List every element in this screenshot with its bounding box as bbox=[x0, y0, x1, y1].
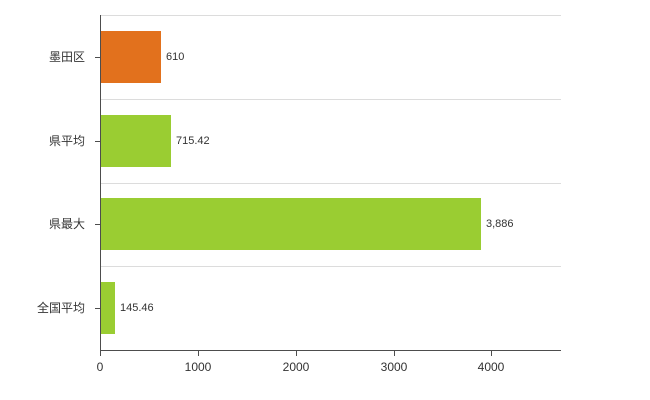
value-label: 145.46 bbox=[120, 302, 154, 314]
gridline bbox=[101, 99, 561, 100]
x-axis-tick bbox=[491, 351, 492, 356]
y-axis-tick bbox=[95, 308, 100, 309]
x-tick-label: 3000 bbox=[380, 360, 408, 374]
bar-3 bbox=[101, 282, 115, 334]
category-label: 県平均 bbox=[48, 134, 85, 148]
plot-area: 610 715.42 3,886 145.46 bbox=[95, 15, 561, 351]
x-axis-tick bbox=[198, 351, 199, 356]
y-axis-tick bbox=[95, 224, 100, 225]
y-axis-tick bbox=[95, 57, 100, 58]
category-label: 県最大 bbox=[48, 217, 85, 231]
x-tick-label: 1000 bbox=[184, 360, 212, 374]
value-label: 3,886 bbox=[486, 218, 514, 230]
category-label: 墨田区 bbox=[48, 50, 85, 64]
x-axis-tick bbox=[296, 351, 297, 356]
bar-1 bbox=[101, 115, 171, 167]
x-tick-label: 0 bbox=[96, 360, 104, 374]
category-label: 全国平均 bbox=[36, 301, 85, 315]
value-label: 610 bbox=[166, 51, 185, 63]
value-label: 715.42 bbox=[176, 135, 210, 147]
y-axis-labels: 墨田区県平均県最大全国平均 bbox=[0, 15, 93, 350]
x-axis: 0 1000 2000 3000 4000 bbox=[96, 351, 560, 391]
gridline bbox=[101, 15, 561, 16]
bar-0 bbox=[101, 31, 161, 83]
gridline bbox=[101, 183, 561, 184]
x-axis-tick bbox=[394, 351, 395, 356]
x-tick-label: 2000 bbox=[282, 360, 310, 374]
gridline bbox=[101, 266, 561, 267]
x-tick-label: 4000 bbox=[477, 360, 505, 374]
y-axis-tick bbox=[95, 141, 100, 142]
x-axis-tick bbox=[100, 351, 101, 356]
bar-2 bbox=[101, 198, 481, 250]
